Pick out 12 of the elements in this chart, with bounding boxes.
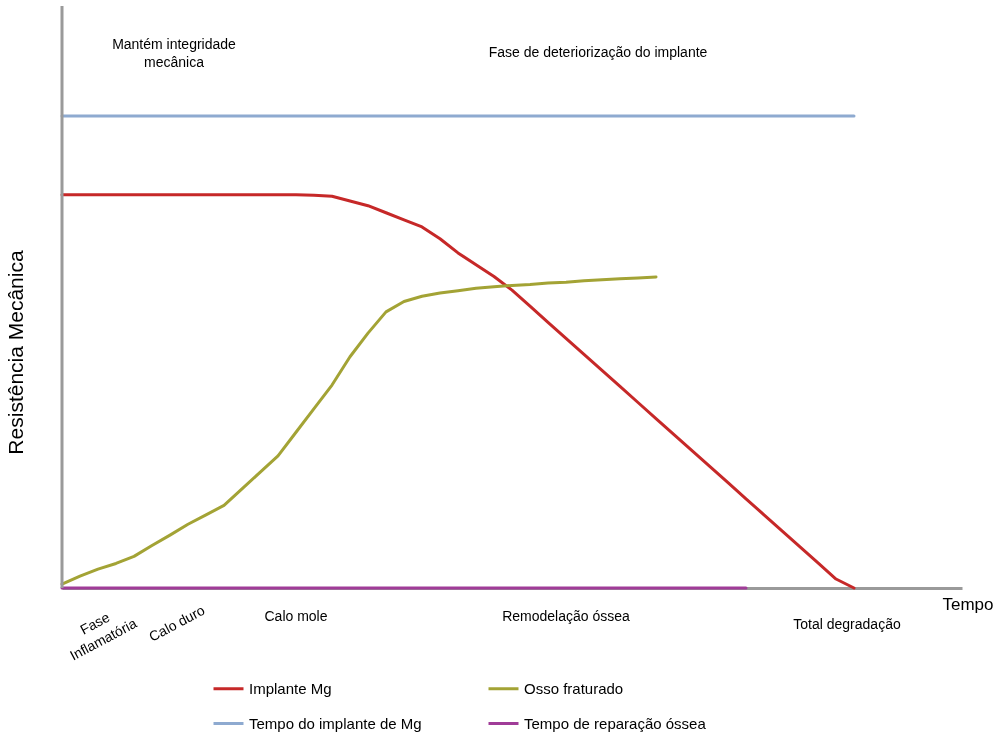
x-axis-title: Tempo (942, 594, 994, 614)
text: Remodelação óssea (502, 608, 631, 624)
text: Calo mole (264, 608, 328, 624)
y-axis-title: Resistência Mecânica (3, 250, 27, 455)
text: Total degradação (793, 616, 901, 632)
legend-label: Implante Mg (249, 679, 332, 697)
text: Fase de deteriorização do implante (488, 44, 708, 60)
legend-label: Tempo de reparação óssea (524, 714, 707, 732)
legend-label: Osso fraturado (524, 679, 624, 697)
legend-label: Tempo do implante de Mg (249, 714, 422, 732)
text: Mantém integridade mecânica (112, 36, 237, 70)
text: Calo duro (146, 601, 208, 645)
